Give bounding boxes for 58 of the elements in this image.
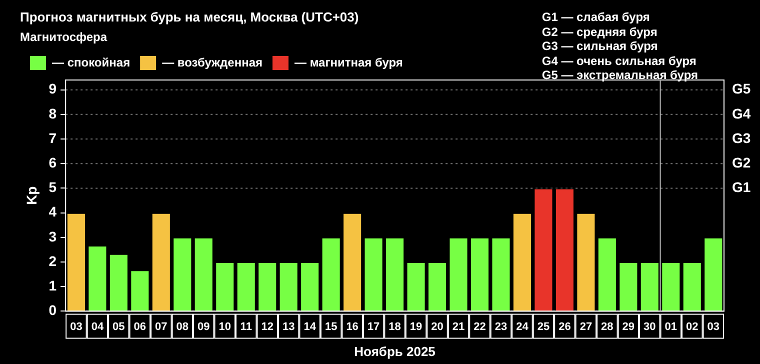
x-tick-label: 28 (601, 320, 614, 333)
x-tick-label: 15 (324, 320, 338, 333)
x-tick-label: 30 (644, 320, 656, 333)
x-tick-label: 03 (70, 320, 82, 333)
x-tick-label: 16 (346, 320, 358, 333)
x-tick-label: 24 (516, 320, 530, 333)
annotation: G5 — экстремальная буря (542, 68, 698, 82)
y-tick-label: 6 (48, 154, 57, 170)
x-tick-label: 27 (580, 320, 592, 333)
x-tick-label: 12 (261, 320, 274, 333)
x-tick-label: 09 (198, 320, 210, 333)
y-tick-label: 5 (48, 179, 57, 196)
x-tick-label: 26 (558, 320, 571, 333)
x-tick-label: 25 (537, 320, 550, 333)
y-tick-label: 0 (48, 302, 57, 318)
legend-label: — возбужденная (162, 55, 262, 70)
text: G4 — очень сильная буря (542, 54, 698, 68)
x-tick-label: 08 (176, 320, 189, 333)
x-tick-label: 10 (218, 320, 232, 333)
x-tick-label: 18 (388, 320, 401, 333)
ref-line-label: G5 (732, 80, 751, 97)
ref-line-label: G4 (732, 105, 751, 122)
x-tick-label: 01 (664, 320, 678, 333)
legend-label: — магнитная буря (294, 55, 403, 70)
y-tick-label: 3 (48, 228, 57, 244)
x-tick-label: 22 (474, 320, 486, 333)
y-tick-label: 7 (48, 130, 57, 146)
ref-line-label: G1 (732, 179, 751, 196)
chart-title: Прогноз магнитных бурь на месяц, Москва (UTC+03) (20, 9, 359, 24)
ref-line-label: G2 (732, 154, 751, 170)
y-tick-label: 9 (48, 80, 57, 97)
x-tick-label: 11 (240, 320, 252, 333)
x-tick-label: 13 (282, 320, 295, 333)
y-axis-title: Kp (23, 186, 40, 205)
y-tick-label: 4 (48, 204, 57, 220)
text: G1 — слабая буря (542, 10, 651, 24)
x-tick-label: 03 (707, 320, 720, 333)
text: G2 — средняя буря (542, 24, 658, 39)
text: G3 — сильная буря (542, 39, 659, 54)
x-tick-label: 02 (686, 320, 698, 333)
x-tick-label: 04 (91, 320, 104, 333)
x-tick-label: 05 (112, 320, 125, 333)
x-tick-label: 29 (622, 320, 635, 333)
y-tick-label: 2 (48, 252, 57, 269)
x-tick-label: 21 (452, 320, 465, 333)
x-axis-title: Ноябрь 2025 (354, 344, 436, 359)
x-tick-label: 23 (494, 320, 508, 333)
x-tick-label: 17 (367, 320, 380, 333)
x-tick-label: 19 (410, 320, 422, 333)
ref-line-label: G3 (732, 130, 751, 146)
x-tick-label: 14 (304, 320, 317, 333)
legend-label: — спокойная (52, 55, 130, 70)
legend-title: Магнитосфера (20, 30, 108, 44)
x-tick-label: 07 (155, 320, 168, 333)
y-tick-label: 1 (48, 277, 57, 294)
y-tick-label: 8 (48, 105, 57, 122)
x-tick-label: 20 (431, 320, 444, 333)
x-tick-label: 06 (134, 320, 146, 333)
